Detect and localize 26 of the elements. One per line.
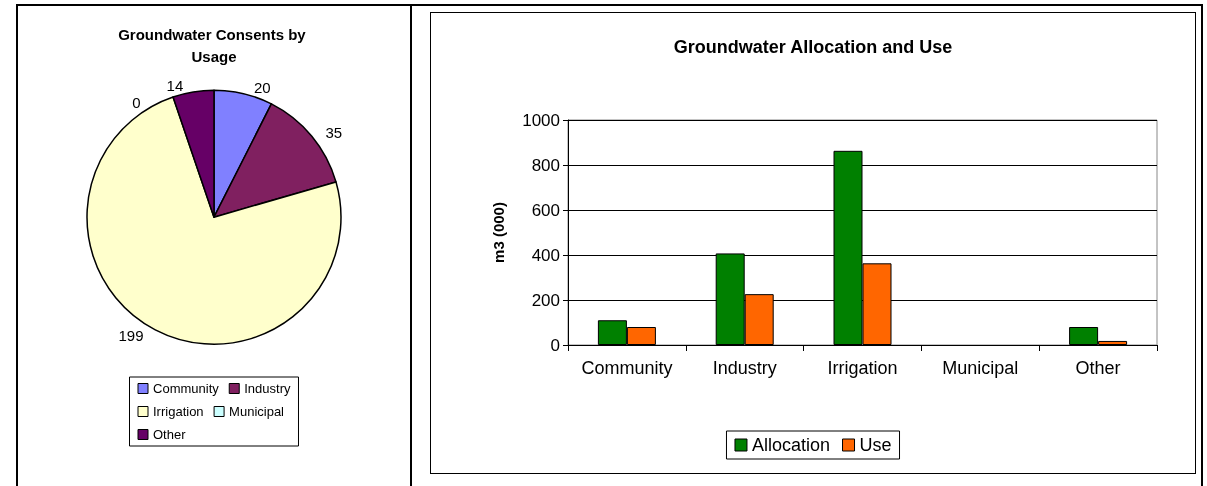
data-label: 199 <box>118 326 144 344</box>
x-tick-label: Irrigation <box>827 358 898 378</box>
legend-label: Allocation <box>751 435 831 455</box>
data-label: 20 <box>253 79 271 97</box>
y-tick-label: 600 <box>531 200 560 220</box>
data-label: 35 <box>325 123 343 141</box>
x-tick-label: Municipal <box>942 358 1019 378</box>
legend-label: Community <box>153 381 220 396</box>
y-tick-label: 0 <box>550 335 560 355</box>
y-tick-label: 1000 <box>522 110 560 130</box>
y-axis-title: m3 (000) <box>490 202 507 263</box>
legend-label: Municipal <box>229 404 285 419</box>
legend-label: Irrigation <box>153 404 204 419</box>
text: 0 <box>132 94 141 112</box>
legend-label: Use <box>859 435 892 455</box>
y-tick-label: 200 <box>531 290 560 310</box>
y-tick-label: 800 <box>531 155 560 175</box>
legend-label: Industry <box>244 381 291 396</box>
x-tick-label: Other <box>1075 358 1121 378</box>
chart-title: Groundwater Allocation and Use <box>673 37 953 57</box>
legend-label: Other <box>153 427 187 442</box>
chart-title: Groundwater Consents by Usage <box>118 25 310 65</box>
x-tick-label: Community <box>581 358 673 378</box>
y-tick-label: 400 <box>531 245 560 265</box>
x-tick-label: Industry <box>712 358 777 378</box>
data-label: 14 <box>166 77 184 95</box>
